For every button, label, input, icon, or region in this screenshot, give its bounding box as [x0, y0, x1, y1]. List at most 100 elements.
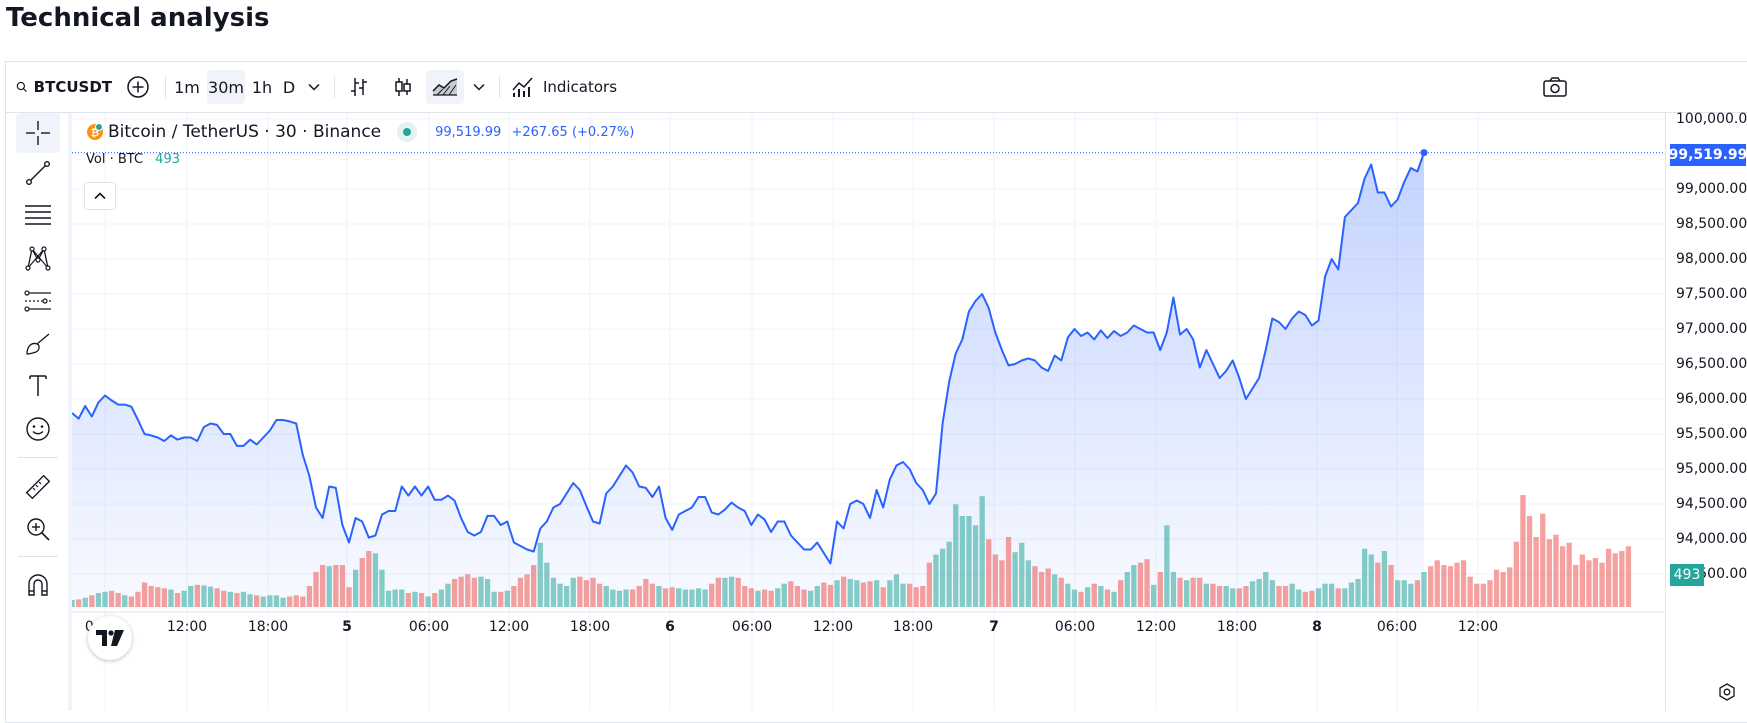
volume-bar: [1395, 580, 1401, 607]
volume-bar: [155, 587, 161, 607]
volume-bar: [1441, 565, 1447, 607]
volume-bar: [814, 586, 820, 607]
volume-bar: [1447, 566, 1454, 607]
volume-bar: [287, 596, 293, 607]
forecast-tool[interactable]: [16, 281, 60, 321]
time-axis-label: 8: [1312, 619, 1322, 635]
forecast-icon: [24, 290, 51, 312]
volume-bar: [808, 590, 814, 607]
chart-pane[interactable]: 06:00 12:00 18:00 5 06:00 12:00 18:00 6 06:00 12:…: [69, 113, 1665, 711]
fib-tool[interactable]: [16, 195, 60, 235]
price-axis[interactable]: 100,000.00 99,000.00 98,500.00 98,000.00 97,…: [1665, 111, 1747, 711]
volume-bar: [214, 588, 220, 607]
volume-bar: [577, 576, 583, 607]
volume-bar: [537, 542, 543, 607]
price-chart[interactable]: 06:00 12:00 18:00 5 06:00 12:00 18:00 6 06:00 12:…: [69, 113, 1665, 711]
volume-bar: [1381, 551, 1388, 607]
volume-bar: [227, 591, 233, 607]
price-area-fill: [72, 152, 1424, 609]
volume-bar: [1071, 589, 1078, 607]
volume-bar: [887, 580, 893, 607]
time-axis-label: 12:00: [489, 619, 529, 635]
candles-style-button[interactable]: [386, 70, 420, 104]
volume-bar: [181, 590, 187, 607]
volume-bar: [320, 565, 326, 607]
axis-settings-button[interactable]: [1712, 677, 1742, 707]
volume-bar: [709, 583, 715, 607]
volume-bar: [801, 589, 807, 607]
volume-bar: [992, 554, 998, 607]
compare-button[interactable]: [121, 70, 155, 104]
time-axis-label: 18:00: [893, 619, 933, 635]
text-tool[interactable]: [16, 366, 60, 406]
interval-1m[interactable]: 1m: [174, 77, 200, 97]
price-axis-label: 94,000.00: [1676, 531, 1747, 547]
volume-bar: [1131, 565, 1137, 607]
time-axis-label: 12:00: [167, 619, 207, 635]
trend-line-tool[interactable]: [16, 153, 60, 193]
measure-tool[interactable]: [16, 467, 60, 507]
volume-bar: [1065, 583, 1071, 607]
screenshot-button[interactable]: [1538, 70, 1572, 104]
volume-bar: [913, 587, 919, 607]
magnet-tool[interactable]: [16, 565, 60, 605]
sidebar-divider: [18, 556, 58, 557]
indicators-button[interactable]: Indicators: [506, 70, 622, 104]
area-style-button[interactable]: [426, 70, 464, 104]
chart-style-dropdown-button[interactable]: [466, 70, 492, 104]
volume-bar: [174, 593, 181, 607]
collapse-legend-button[interactable]: [84, 182, 116, 210]
market-status-icon: [397, 122, 418, 142]
volume-bar: [742, 586, 748, 607]
volume-legend: Vol · BTC 493: [86, 152, 180, 167]
symbol-search-button[interactable]: BTCUSDT: [16, 70, 112, 104]
volume-bar: [1091, 583, 1097, 607]
volume-bar: [1329, 583, 1335, 607]
volume-bar: [656, 586, 662, 607]
volume-bar: [1058, 577, 1064, 607]
interval-dropdown-button[interactable]: [302, 70, 326, 104]
volume-bar: [880, 587, 886, 607]
time-axis-label: 18:00: [1217, 619, 1257, 635]
interval-1h[interactable]: 1h: [251, 77, 273, 97]
page-title: Technical analysis: [6, 3, 270, 33]
volume-bar: [207, 586, 214, 607]
volume-bar: [1216, 586, 1223, 607]
volume-bar: [76, 599, 82, 607]
volume-bar: [122, 595, 128, 607]
zoom-tool[interactable]: [16, 509, 60, 549]
interval-30m[interactable]: 30m: [207, 70, 245, 104]
volume-bar: [748, 588, 754, 607]
volume-bar: [1203, 583, 1209, 607]
volume-bar: [313, 572, 319, 607]
volume-bar: [722, 577, 728, 607]
volume-bar: [1256, 579, 1262, 607]
pattern-tool[interactable]: [16, 238, 60, 278]
volume-bar: [1428, 566, 1434, 607]
volume-bar: [1005, 537, 1012, 607]
volume-bar: [425, 596, 431, 607]
time-axis-label: 12:00: [1458, 619, 1498, 635]
current-volume-label: 493: [1673, 567, 1701, 583]
volume-bar: [1151, 584, 1157, 607]
volume-bar: [1302, 591, 1308, 607]
indicators-label: Indicators: [542, 78, 618, 96]
volume-bar: [1282, 586, 1289, 607]
camera-icon: [1543, 77, 1567, 97]
brush-tool[interactable]: [16, 324, 60, 364]
volume-bar: [702, 589, 708, 607]
emoji-tool[interactable]: [16, 409, 60, 449]
tradingview-logo[interactable]: [88, 616, 132, 660]
price-axis-label: 100,000.00: [1676, 111, 1747, 127]
volume-bar: [385, 590, 392, 607]
volume-bar: [353, 569, 359, 607]
interval-d[interactable]: D: [282, 77, 296, 97]
legend-price: 99,519.99: [435, 124, 502, 140]
volume-bar: [1368, 554, 1374, 607]
volume-bar: [346, 587, 352, 607]
search-icon: [16, 81, 27, 92]
crosshair-tool[interactable]: [16, 113, 60, 153]
legend-change: +267.65 (+0.27%): [511, 124, 635, 140]
bar-style-button[interactable]: [342, 70, 376, 104]
volume-bar: [953, 504, 959, 607]
